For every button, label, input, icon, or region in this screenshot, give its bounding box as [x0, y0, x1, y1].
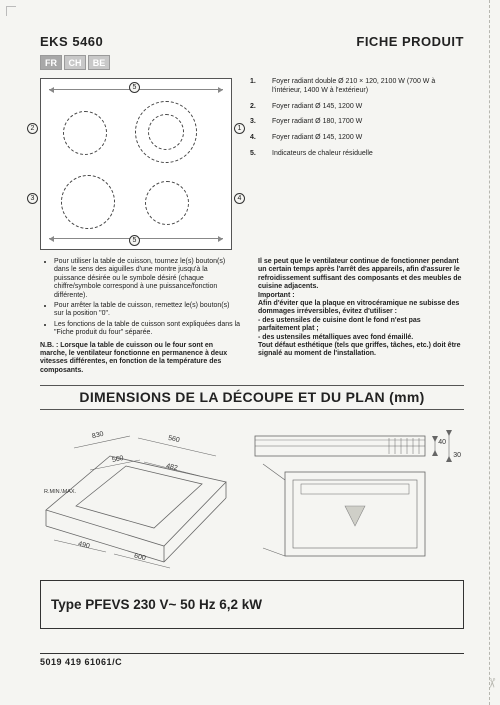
warning-important: Important :: [258, 292, 464, 300]
callout-1: 1: [234, 123, 245, 134]
callout-5-bottom: 5: [129, 235, 140, 246]
spec-text: Foyer radiant Ø 145, 1200 W: [272, 134, 464, 143]
warning-p1: Il se peut que le ventilateur continue d…: [258, 258, 464, 292]
spec-text: Foyer radiant Ø 145, 1200 W: [272, 103, 464, 112]
spec-text: Foyer radiant double Ø 210 × 120, 2100 W…: [272, 78, 464, 96]
callout-4: 4: [234, 193, 245, 204]
page-title: FICHE PRODUIT: [356, 34, 464, 49]
spec-text: Indicateurs de chaleur résiduelle: [272, 150, 464, 159]
spec-num: 4.: [250, 134, 262, 143]
country-be: BE: [88, 55, 110, 70]
scissors-icon: ✂: [484, 678, 500, 689]
type-box: Type PFEVS 230 V~ 50 Hz 6,2 kW: [40, 580, 464, 629]
country-ch: CH: [64, 55, 86, 70]
cooktop-diagram: 5 2 1 3 4 5: [40, 78, 232, 250]
warning-block: Il se peut que le ventilateur continue d…: [258, 258, 464, 375]
dim-rmin: R.MIN.\MAX.: [44, 490, 76, 496]
country-fr: FR: [40, 55, 62, 70]
callout-2: 2: [27, 123, 38, 134]
drawing-cutout-iso: 830 560 560 482 490 600 R.MIN.\MAX.: [40, 420, 230, 570]
dim-30: 30: [453, 452, 461, 459]
type-label: Type PFEVS 230 V~ 50 Hz 6,2 kW: [51, 597, 262, 612]
footer-code: 5019 419 61061/C: [40, 653, 464, 667]
spec-num: 3.: [250, 118, 262, 127]
spec-num: 1.: [250, 78, 262, 96]
usage-item: Les fonctions de la table de cuisson son…: [54, 321, 240, 338]
usage-item: Pour arrêter la table de cuisson, remett…: [54, 302, 240, 319]
drawing-front-elevation: 40 30: [244, 420, 464, 570]
cut-line: [489, 0, 490, 705]
usage-nb: N.B. : Lorsque la table de cuisson ou le…: [40, 342, 240, 376]
model-code: EKS 5460: [40, 34, 103, 49]
spec-text: Foyer radiant Ø 180, 1700 W: [272, 118, 464, 127]
dimension-drawings: 830 560 560 482 490 600 R.MIN.\MAX.: [40, 420, 464, 570]
warning-l2: - des ustensiles métalliques avec fond é…: [258, 334, 464, 342]
callout-5-top: 5: [129, 82, 140, 93]
warning-p3: Tout défaut esthétique (tels que griffes…: [258, 342, 464, 359]
spec-list: 1. Foyer radiant double Ø 210 × 120, 2100…: [250, 78, 464, 159]
section-title-dimensions: DIMENSIONS DE LA DÉCOUPE ET DU PLAN (mm): [40, 385, 464, 410]
warning-p2: Afin d'éviter que la plaque en vitrocéra…: [258, 300, 464, 317]
warning-l1: - des ustensiles de cuisine dont le fond…: [258, 317, 464, 334]
country-badges: FR CH BE: [40, 55, 464, 70]
spec-num: 5.: [250, 150, 262, 159]
usage-item: Pour utiliser la table de cuisson, tourn…: [54, 258, 240, 300]
dim-40: 40: [438, 439, 446, 446]
spec-num: 2.: [250, 103, 262, 112]
usage-notes: Pour utiliser la table de cuisson, tourn…: [40, 258, 240, 375]
callout-3: 3: [27, 193, 38, 204]
